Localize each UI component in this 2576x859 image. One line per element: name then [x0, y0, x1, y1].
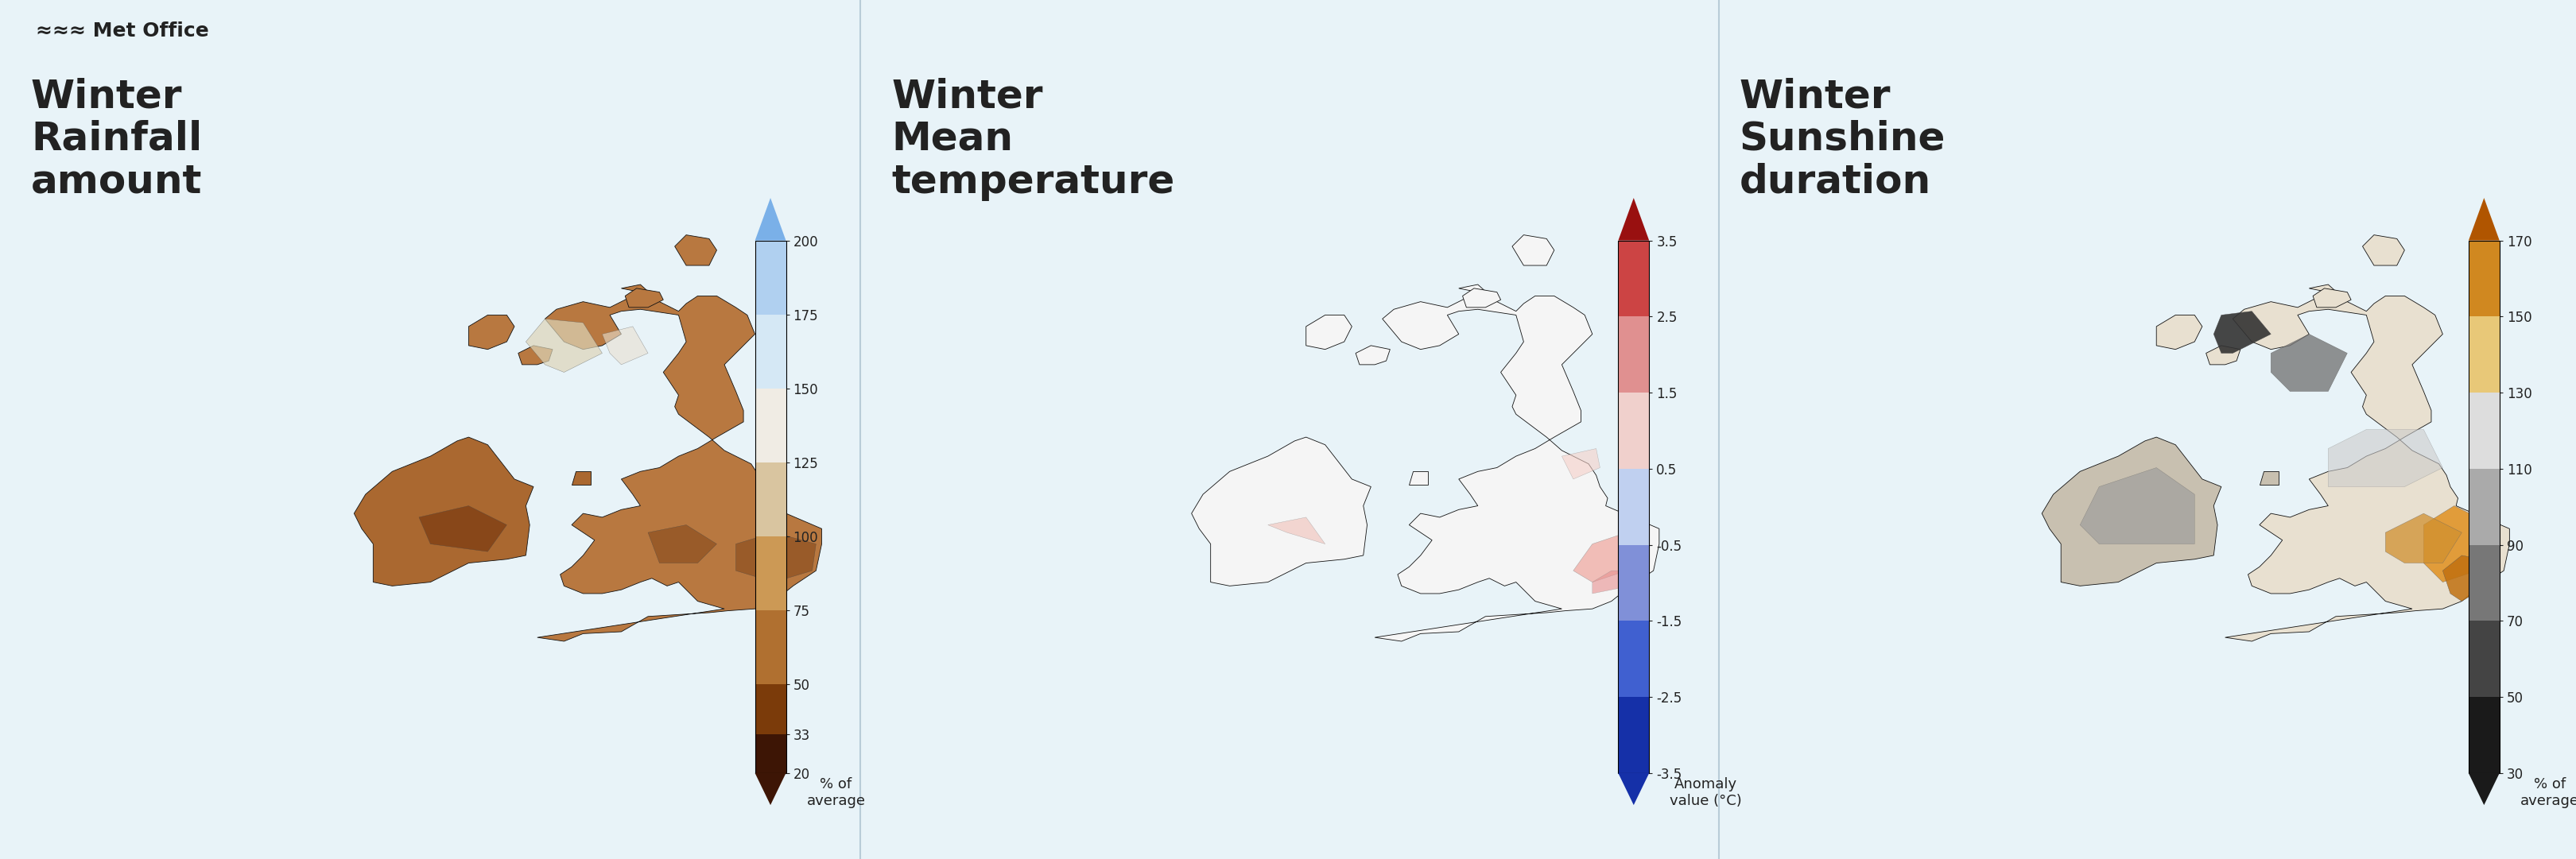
- Text: Winter
Rainfall
amount: Winter Rainfall amount: [31, 77, 201, 201]
- Polygon shape: [526, 319, 603, 372]
- Polygon shape: [2329, 430, 2442, 487]
- Polygon shape: [1463, 289, 1499, 308]
- Polygon shape: [1190, 437, 1370, 586]
- Polygon shape: [538, 284, 822, 642]
- Text: Anomaly
value (°C): Anomaly value (°C): [1669, 777, 1741, 808]
- Polygon shape: [2156, 315, 2202, 350]
- Polygon shape: [353, 437, 533, 586]
- Polygon shape: [1618, 773, 1649, 805]
- Polygon shape: [2213, 311, 2269, 353]
- Polygon shape: [1355, 345, 1388, 364]
- Polygon shape: [2040, 437, 2221, 586]
- Text: ≈≈≈ Met Office: ≈≈≈ Met Office: [36, 21, 209, 40]
- Polygon shape: [2424, 506, 2499, 582]
- Polygon shape: [420, 506, 507, 551]
- Polygon shape: [2442, 556, 2499, 601]
- Polygon shape: [755, 773, 786, 805]
- Polygon shape: [755, 198, 786, 241]
- Polygon shape: [1409, 472, 1427, 484]
- Text: % of
average: % of average: [806, 777, 866, 808]
- Polygon shape: [2362, 235, 2403, 265]
- Text: Winter
Mean
temperature: Winter Mean temperature: [891, 77, 1175, 201]
- Polygon shape: [2385, 514, 2460, 563]
- Polygon shape: [1574, 525, 1649, 582]
- Polygon shape: [2313, 289, 2349, 308]
- Polygon shape: [2468, 773, 2499, 805]
- Polygon shape: [737, 533, 817, 582]
- Polygon shape: [1306, 315, 1352, 350]
- Polygon shape: [572, 472, 590, 484]
- Polygon shape: [1376, 284, 1659, 642]
- Polygon shape: [518, 345, 551, 364]
- Polygon shape: [2205, 345, 2239, 364]
- Polygon shape: [626, 289, 662, 308]
- Polygon shape: [2226, 284, 2509, 642]
- Polygon shape: [1618, 198, 1649, 241]
- Polygon shape: [675, 235, 716, 265]
- Polygon shape: [1592, 570, 1649, 594]
- Polygon shape: [1561, 448, 1600, 479]
- Polygon shape: [2468, 198, 2499, 241]
- Text: % of
average: % of average: [2519, 777, 2576, 808]
- Polygon shape: [2259, 472, 2277, 484]
- Polygon shape: [603, 326, 647, 364]
- Polygon shape: [1512, 235, 1553, 265]
- Polygon shape: [2269, 334, 2347, 392]
- Polygon shape: [1267, 517, 1324, 544]
- Polygon shape: [647, 525, 716, 563]
- Text: Winter
Sunshine
duration: Winter Sunshine duration: [1739, 77, 1945, 201]
- Polygon shape: [469, 315, 515, 350]
- Polygon shape: [2079, 467, 2195, 544]
